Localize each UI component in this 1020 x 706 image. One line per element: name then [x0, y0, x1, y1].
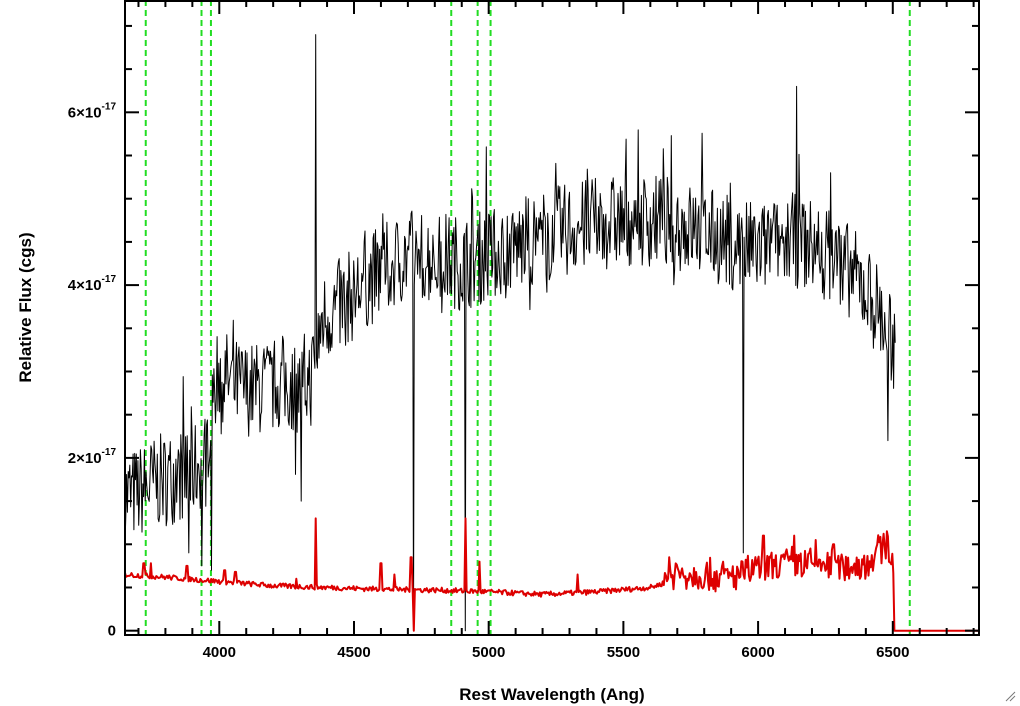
x-tick-label: 4000 — [203, 644, 236, 661]
x-tick-label: 6000 — [741, 644, 774, 661]
x-axis-title: Rest Wavelength (Ang) — [459, 685, 644, 704]
x-tick-label: 4500 — [337, 644, 370, 661]
y-tick-label: 6×10-17 — [68, 101, 117, 121]
x-tick-label: 6500 — [876, 644, 909, 661]
plot-frame — [124, 0, 980, 636]
vertical-marker-group — [144, 0, 911, 635]
y-tick-label: 4×10-17 — [68, 274, 117, 294]
y-tick-label: 0 — [108, 623, 116, 640]
axis-ticks — [125, 0, 979, 635]
x-tick-label: 5500 — [607, 644, 640, 661]
resize-grip-icon[interactable] — [1004, 690, 1016, 702]
tick-labels: 4000 4500 5000 5500 6000 6500 0 2×10-17 4×10-17 6… — [68, 101, 910, 661]
series-group — [124, 34, 979, 632]
spectrum-flux-line — [124, 34, 896, 632]
y-tick-label: 2×10-17 — [68, 447, 117, 467]
spectrum-error-line — [124, 517, 979, 632]
x-tick-label: 5000 — [472, 644, 505, 661]
y-axis-title: Relative Flux (cgs) — [16, 232, 35, 382]
